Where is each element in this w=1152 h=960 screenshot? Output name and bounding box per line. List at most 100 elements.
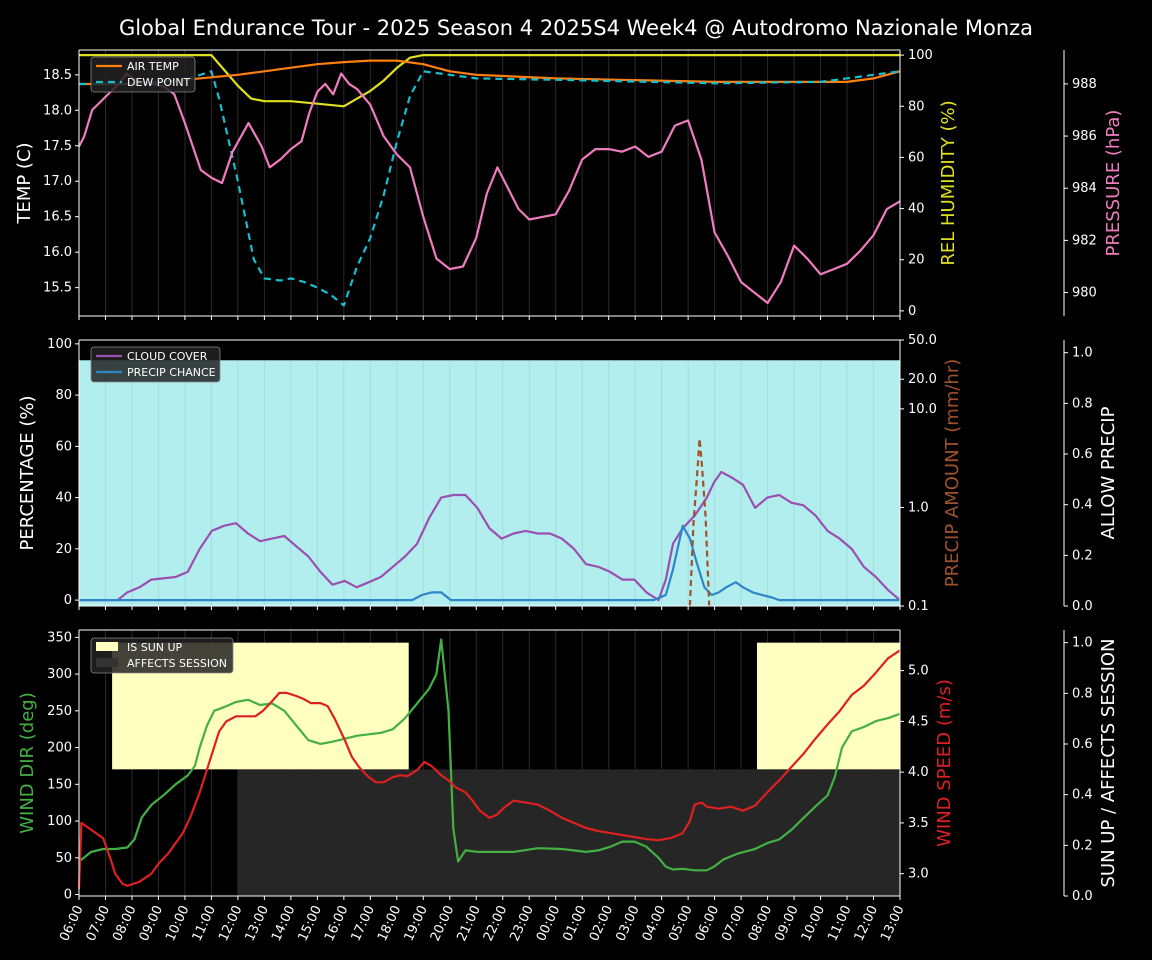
pressure-line [78, 72, 901, 305]
x-tick-label: 07:00 [84, 903, 113, 943]
left-tick-label: 200 [47, 741, 72, 756]
left-tick-label: 16.0 [43, 245, 72, 260]
cloud-cover-line [79, 470, 901, 602]
x-tick-label: 18:00 [375, 903, 404, 943]
legend-box [90, 637, 234, 674]
y-axis-label: TEMP (C) [14, 142, 35, 224]
left-tick-label: 350 [47, 630, 72, 645]
x-tick-label: 07:00 [719, 903, 748, 943]
left-tick-label: 18.0 [43, 103, 72, 118]
right-tick-label: 4.5 [908, 714, 929, 729]
far-tick-label: 986 [1072, 129, 1097, 144]
left-tick-label: 17.0 [43, 174, 72, 189]
far-tick-label: 980 [1072, 286, 1097, 301]
right-tick-label: 20.0 [908, 372, 937, 387]
right-tick-label: 0.1 [908, 599, 929, 614]
x-tick-label: 00:00 [534, 903, 563, 943]
far-tick-label: 984 [1072, 181, 1097, 196]
y-axis-label: WIND DIR (deg) [17, 692, 38, 834]
wind-speed-line [77, 649, 901, 889]
affects-session-area [237, 769, 901, 896]
x-tick-label: 03:00 [613, 903, 642, 943]
far-tick-label: 0.4 [1072, 498, 1093, 513]
allow-precip-area [79, 360, 900, 606]
far-tick-label: 0.6 [1072, 737, 1093, 752]
x-tick-label: 01:00 [560, 903, 589, 943]
right-tick-label: 80 [908, 99, 925, 114]
right-tick-label: 3.0 [908, 867, 929, 882]
right-tick-label: 50.0 [908, 333, 937, 348]
left-tick-label: 50 [55, 851, 72, 866]
far-tick-label: 1.0 [1072, 636, 1093, 651]
right-tick-label: 10.0 [908, 402, 937, 417]
far-tick-label: 0.8 [1072, 686, 1093, 701]
x-tick-label: 12:00 [216, 903, 245, 943]
left-tick-label: 40 [55, 491, 72, 506]
x-tick-label: 02:00 [587, 903, 616, 943]
right-tick-label: 0 [908, 304, 916, 319]
right-tick-label: 1.0 [908, 500, 929, 515]
far-tick-label: 0.6 [1072, 447, 1093, 462]
right-tick-label: 40 [908, 202, 925, 217]
left-tick-label: 150 [47, 777, 72, 792]
left-tick-label: 15.5 [43, 281, 72, 296]
y-axis-far-label: ALLOW PRECIP [1098, 406, 1119, 539]
x-tick-label: 19:00 [401, 903, 430, 943]
x-tick-label: 06:00 [693, 903, 722, 943]
far-tick-label: 0.4 [1072, 788, 1093, 803]
x-tick-label: 20:00 [428, 903, 457, 943]
y-axis-right-label: PRECIP AMOUNT (mm/hr) [942, 359, 963, 588]
x-tick-label: 23:00 [507, 903, 536, 943]
legend-box [90, 346, 221, 383]
dew-point-line [79, 70, 901, 307]
x-tick-label: 17:00 [349, 903, 378, 943]
y-axis-far-label: PRESSURE (hPa) [1103, 110, 1124, 257]
legend-label-cloud-cover: CLOUD COVER [127, 350, 208, 363]
x-tick-label: 10:00 [799, 903, 828, 943]
x-tick-label: 13:00 [243, 903, 272, 943]
left-tick-label: 20 [55, 542, 72, 557]
air-temp-line [79, 59, 901, 86]
left-tick-label: 0 [64, 888, 72, 903]
y-axis-right-label: REL HUMIDITY (%) [938, 100, 959, 265]
left-tick-label: 60 [55, 439, 72, 454]
right-tick-label: 5.0 [908, 664, 929, 679]
far-tick-label: 0.2 [1072, 838, 1093, 853]
legend-label-precip-chance: PRECIP CHANCE [127, 366, 216, 379]
y-axis-label: PERCENTAGE (%) [17, 395, 38, 550]
x-tick-label: 10:00 [163, 903, 192, 943]
x-tick-label: 14:00 [269, 903, 298, 943]
x-tick-label: 15:00 [296, 903, 325, 943]
precip-chance-line [79, 524, 900, 602]
humidity-line [79, 54, 900, 108]
left-tick-label: 16.5 [43, 210, 72, 225]
y-axis-far-label: SUN UP / AFFECTS SESSION [1098, 638, 1119, 887]
x-tick-label: 22:00 [481, 903, 510, 943]
far-tick-label: 0.0 [1072, 599, 1093, 614]
sun-up-area [756, 642, 900, 770]
x-tick-label: 11:00 [190, 903, 219, 943]
x-tick-label: 13:00 [878, 903, 907, 943]
legend-label-dew-point: DEW POINT [127, 76, 191, 89]
far-tick-label: 1.0 [1072, 346, 1093, 361]
x-tick-label: 21:00 [454, 903, 483, 943]
left-tick-label: 17.5 [43, 139, 72, 154]
left-tick-label: 100 [47, 814, 72, 829]
legend-label-air-temp: AIR TEMP [127, 60, 179, 73]
left-tick-label: 300 [47, 667, 72, 682]
y-axis-right-label: WIND SPEED (m/s) [934, 679, 955, 847]
left-tick-label: 18.5 [43, 68, 72, 83]
legend-swatch-sun-up [96, 642, 118, 651]
x-tick-label: 09:00 [772, 903, 801, 943]
chart-title: Global Endurance Tour - 2025 Season 4 20… [119, 16, 1033, 40]
x-tick-label: 08:00 [746, 903, 775, 943]
right-tick-label: 100 [908, 48, 933, 63]
wind-dir-line [78, 638, 901, 872]
far-tick-label: 0.2 [1072, 548, 1093, 563]
right-tick-label: 3.5 [908, 816, 929, 831]
x-tick-label: 06:00 [57, 903, 86, 943]
right-tick-label: 60 [908, 150, 925, 165]
x-tick-label: 12:00 [852, 903, 881, 943]
left-tick-label: 100 [47, 337, 72, 352]
